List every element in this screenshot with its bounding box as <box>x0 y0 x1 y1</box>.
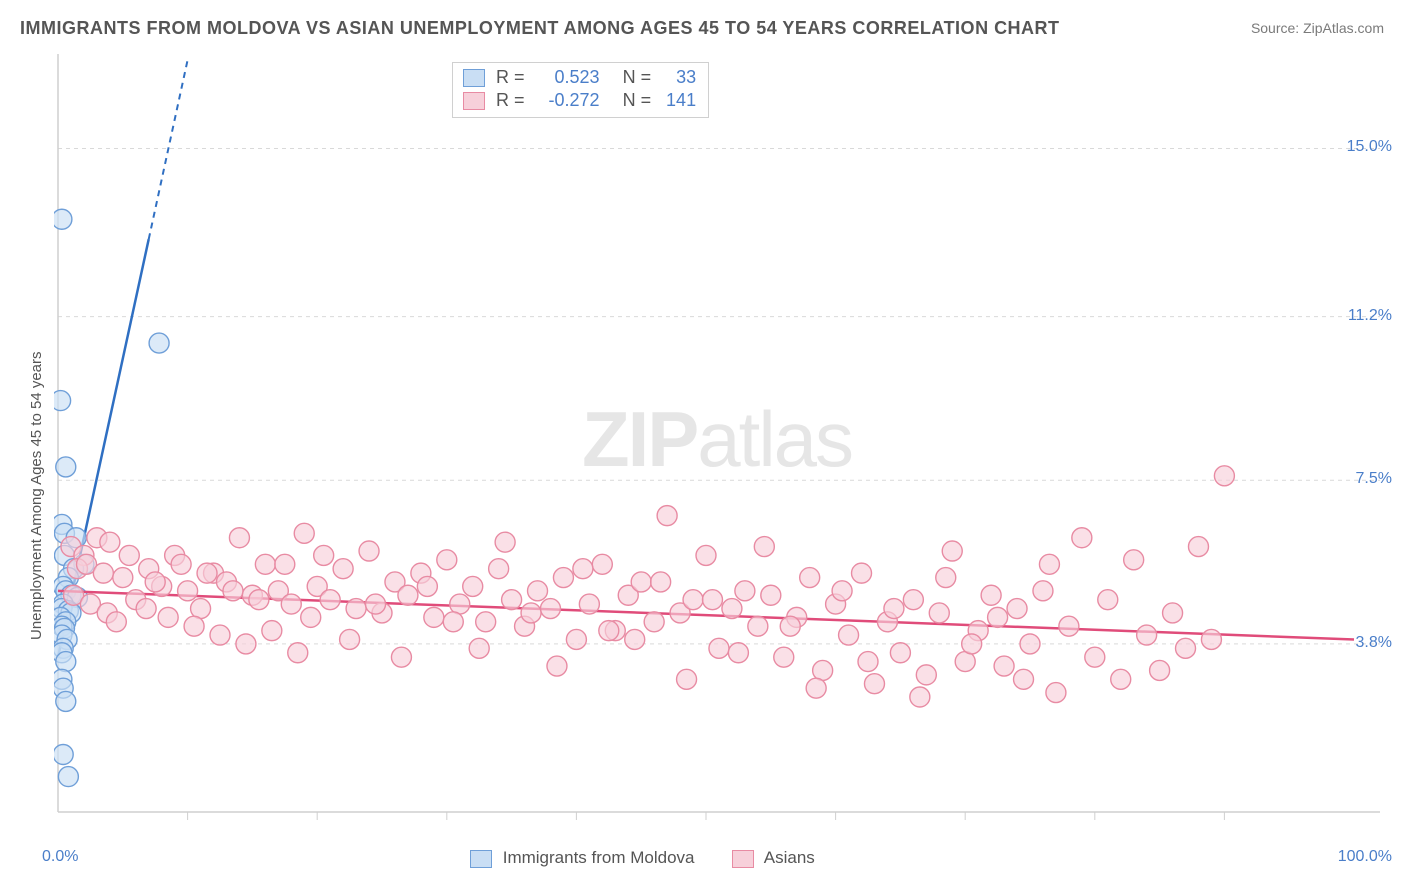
y-tick-0: 15.0% <box>1347 138 1392 156</box>
legend-N-label-2: N = <box>623 90 652 110</box>
chart-svg <box>54 54 1380 834</box>
bottom-swatch-1 <box>470 850 492 868</box>
legend-correlation: R = 0.523 N = 33 R = -0.272 N = 141 <box>452 62 709 118</box>
legend-R-val-1: 0.523 <box>530 67 600 88</box>
legend-N-val-2: 141 <box>656 90 696 111</box>
legend-R-label: R = <box>496 67 525 87</box>
x-axis-min-label: 0.0% <box>42 848 78 866</box>
legend-R-label-2: R = <box>496 90 525 110</box>
y-axis-label: Unemployment Among Ages 45 to 54 years <box>28 351 45 640</box>
y-tick-3: 3.8% <box>1356 634 1392 652</box>
legend-row-series1: R = 0.523 N = 33 <box>463 67 696 88</box>
bottom-legend-label-2: Asians <box>764 848 815 867</box>
x-axis-max-label: 100.0% <box>1338 848 1392 866</box>
legend-R-val-2: -0.272 <box>530 90 600 111</box>
y-tick-1: 11.2% <box>1348 307 1392 325</box>
bottom-swatch-2 <box>732 850 754 868</box>
legend-N-label: N = <box>623 67 652 87</box>
chart-title: IMMIGRANTS FROM MOLDOVA VS ASIAN UNEMPLO… <box>20 18 1060 39</box>
legend-N-val-1: 33 <box>656 67 696 88</box>
legend-row-series2: R = -0.272 N = 141 <box>463 90 696 111</box>
y-tick-2: 7.5% <box>1356 470 1392 488</box>
legend-swatch-series1 <box>463 69 485 87</box>
chart-plot-area: ZIPatlas R = 0.523 N = 33 R = -0.272 N =… <box>54 54 1380 834</box>
bottom-legend-label-1: Immigrants from Moldova <box>503 848 695 867</box>
legend-swatch-series2 <box>463 92 485 110</box>
source-label: Source: ZipAtlas.com <box>1251 20 1384 36</box>
bottom-legend: Immigrants from Moldova Asians <box>470 848 815 868</box>
